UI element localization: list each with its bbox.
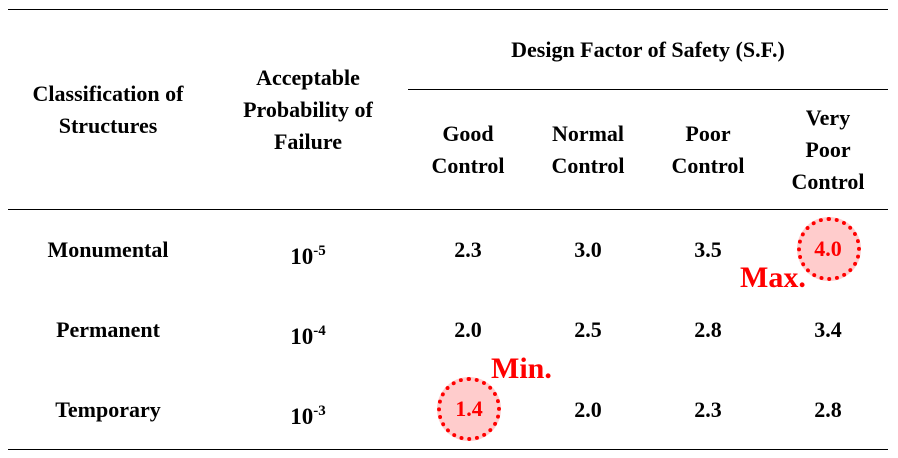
header-classification-line: Structures [58, 113, 158, 138]
header-classification-line: Classification of [32, 81, 184, 106]
safety-factor-value: 2.0 [574, 397, 602, 422]
safety-factor-value: 2.8 [694, 317, 722, 342]
probability-base: 10 [290, 244, 314, 269]
safety-factor-value: 2.3 [694, 397, 722, 422]
safety-factor-value: 2.3 [454, 237, 482, 262]
header-bottom-rule [8, 209, 888, 210]
header-poor-control: Poor Control [648, 118, 768, 182]
header-control-line: Control [551, 153, 625, 178]
probability-exponent: -5 [313, 243, 326, 259]
safety-factor-value: 3.4 [814, 317, 842, 342]
bottom-rule [8, 449, 888, 450]
probability-base: 10 [290, 324, 314, 349]
header-control-line: Control [431, 153, 505, 178]
safety-factor-value: 2.8 [814, 397, 842, 422]
header-control-line: Poor [685, 121, 731, 146]
probability-base: 10 [290, 404, 314, 429]
max-value: 4.0 [814, 236, 842, 261]
probability-exponent: -4 [313, 323, 326, 339]
max-annotation: Max. [740, 261, 806, 294]
header-probability-line: Failure [273, 129, 343, 154]
header-very-poor-control: Very Poor Control [768, 102, 888, 198]
top-rule [8, 9, 888, 10]
header-control-line: Normal [551, 121, 625, 146]
header-control-line: Poor [805, 137, 851, 162]
failure-probability: 10-4 [208, 315, 408, 353]
header-control-line: Control [671, 153, 745, 178]
max-highlight-circle [797, 217, 861, 281]
probability-exponent: -3 [313, 403, 326, 419]
failure-probability: 10-5 [208, 235, 408, 273]
header-normal-control: Normal Control [528, 118, 648, 182]
header-probability: Acceptable Probability of Failure [208, 62, 408, 158]
safety-factor-value: 2.0 [454, 317, 482, 342]
row-name: Monumental [47, 237, 169, 262]
min-highlight-circle [437, 377, 501, 441]
safety-factor-value: 3.0 [574, 237, 602, 262]
header-probability-line: Acceptable [256, 65, 360, 90]
header-classification: Classification of Structures [8, 78, 208, 142]
header-control-line: Very [805, 105, 851, 130]
header-control-line: Control [791, 169, 865, 194]
safety-factor-value: 2.5 [574, 317, 602, 342]
header-control-line: Good [442, 121, 494, 146]
row-name: Temporary [55, 397, 161, 422]
design-factor-rule [408, 89, 888, 90]
min-annotation: Min. [491, 352, 552, 385]
header-probability-line: Probability of [243, 97, 373, 122]
header-design-factor: Design Factor of Safety (S.F.) [511, 37, 785, 62]
safety-factor-value: 3.5 [694, 237, 722, 262]
row-name: Permanent [56, 317, 160, 342]
failure-probability: 10-3 [208, 395, 408, 433]
header-good-control: Good Control [408, 118, 528, 182]
min-value: 1.4 [455, 396, 483, 421]
